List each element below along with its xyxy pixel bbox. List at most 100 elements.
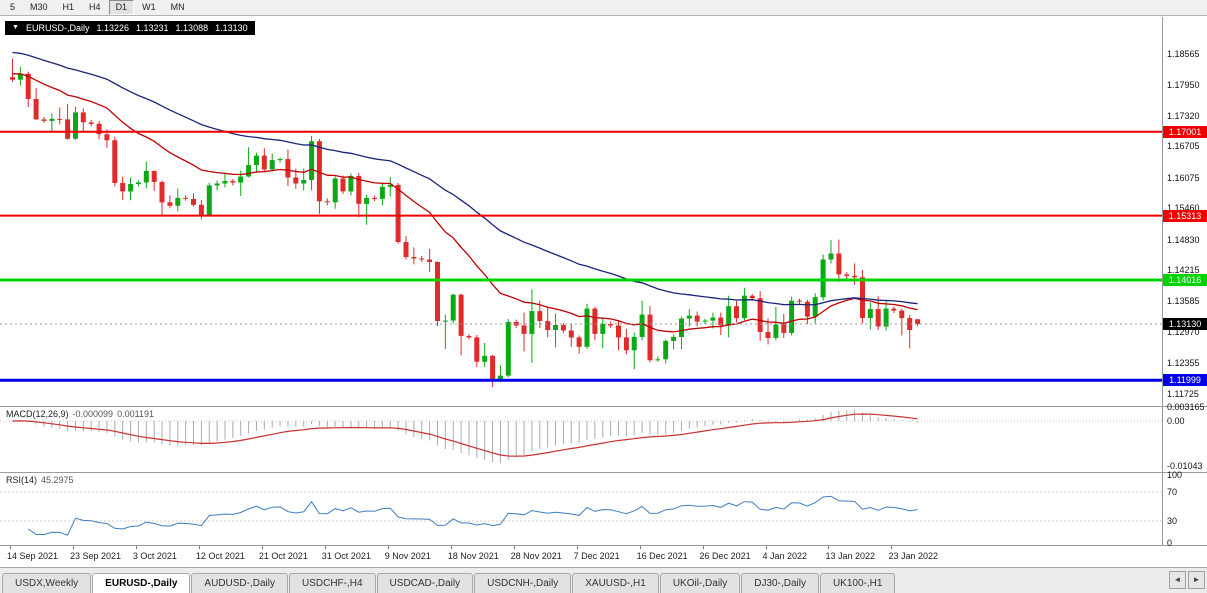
chart-tab-ukoil-daily[interactable]: UKOil-,Daily (659, 573, 741, 593)
ma-slow-line[interactable] (12, 51, 918, 306)
candle-body (372, 197, 377, 199)
time-tick (828, 546, 830, 549)
chart-tabs: USDX,Weekly EURUSD-,Daily AUDUSD-,Daily USD… (2, 573, 896, 593)
candle-body (521, 325, 527, 334)
candle-body (120, 183, 126, 192)
candle-body (639, 314, 645, 337)
price-tick-label: 1.16705 (1167, 141, 1200, 151)
candle-body (592, 308, 598, 334)
timeframe-button-h4[interactable]: H4 (82, 0, 108, 15)
time-axis-label: 21 Oct 2021 (258, 551, 308, 561)
candle-body (293, 177, 299, 184)
chart-tab-usdchf-h4[interactable]: USDCHF-,H4 (288, 573, 376, 593)
pane-divider-macd-rsi[interactable] (0, 472, 1207, 473)
candle-body (387, 184, 393, 187)
timeframe-button-h1[interactable]: H1 (55, 0, 82, 15)
candle-body (419, 258, 425, 260)
time-axis-label: 31 Oct 2021 (321, 551, 371, 561)
rsi-panel-chart[interactable] (0, 473, 1162, 545)
candle-body (568, 330, 574, 338)
chart-tab-audusd-daily[interactable]: AUDUSD-,Daily (191, 573, 288, 593)
chart-tab-usdcad-daily[interactable]: USDCAD-,Daily (376, 573, 474, 593)
chart-tab-usdx-weekly[interactable]: USDX,Weekly (2, 573, 92, 593)
candle-body (836, 253, 842, 275)
tab-scroll-right-icon[interactable]: ► (1188, 571, 1205, 589)
candle-body (497, 375, 503, 381)
time-axis-label: 23 Sep 2021 (69, 551, 121, 561)
timeframe-button-m30[interactable]: M30 (23, 0, 55, 15)
pane-divider-main-macd[interactable] (0, 406, 1207, 407)
macd-axis-label: 0.003165 (1167, 402, 1205, 412)
symbol-info-bar: ▼ EURUSD-,Daily 1.13226 1.13231 1.13088 … (5, 21, 255, 35)
chart-tab-dj30-daily[interactable]: DJ30-,Daily (741, 573, 819, 593)
macd-signal-line[interactable] (12, 413, 918, 457)
candle-body (230, 181, 236, 183)
price-tick-label: 1.14215 (1167, 265, 1200, 275)
price-axis[interactable]: 1.18565 1.17950 1.17320 1.16705 1.16075 1.154… (1163, 17, 1207, 548)
macd-value-main: -0.000099 (72, 409, 114, 419)
chart-tab-usdcnh-daily[interactable]: USDCNH-,Daily (474, 573, 572, 593)
candle-body (198, 204, 204, 216)
candle-body (151, 171, 157, 182)
candle-body (332, 178, 338, 203)
candle-body (482, 355, 488, 362)
macd-panel-chart[interactable] (0, 407, 1162, 472)
candle-body (254, 155, 259, 165)
rsi-axis-label: 100 (1167, 470, 1183, 480)
candle-body (537, 311, 543, 321)
candle-body (57, 118, 63, 120)
candle-body (600, 324, 606, 334)
timeframe-button-d1[interactable]: D1 (108, 0, 135, 15)
candle-body (191, 198, 196, 205)
time-axis-label: 12 Oct 2021 (195, 551, 245, 561)
tab-scroll-left-icon[interactable]: ◄ (1169, 571, 1186, 589)
rsi-indicator-label: RSI(14) 45.2975 (6, 475, 74, 485)
time-axis[interactable]: 14 Sep 2021 23 Sep 2021 3 Oct 2021 12 Oct 2… (0, 546, 1207, 567)
collapse-arrow-icon[interactable]: ▼ (12, 24, 19, 31)
time-tick (891, 546, 893, 549)
chart-tab-eurusd-daily[interactable]: EURUSD-,Daily (92, 573, 191, 593)
price-tick-label: 1.13585 (1167, 296, 1200, 306)
candle-body (427, 259, 433, 262)
candle-body (301, 180, 307, 184)
candle-body (403, 242, 409, 257)
candle-body (96, 123, 102, 135)
candle-body (631, 336, 637, 351)
time-axis-label: 14 Sep 2021 (7, 551, 59, 561)
candle-body (608, 324, 614, 326)
candlestick-chart[interactable] (0, 17, 1162, 406)
timeframe-button-5[interactable]: 5 (3, 0, 23, 15)
price-tick-label: 1.12970 (1167, 327, 1200, 337)
chart-tabs-bar: USDX,Weekly EURUSD-,Daily AUDUSD-,Daily USD… (0, 567, 1207, 593)
rsi-line[interactable] (27, 495, 918, 536)
candle-body (844, 274, 850, 276)
price-tick-label: 1.15460 (1167, 203, 1200, 213)
price-tick-label: 1.11725 (1167, 389, 1199, 399)
candle-body (277, 159, 283, 161)
candle-body (269, 160, 275, 170)
candle-body (647, 314, 653, 361)
candle-body (867, 309, 873, 318)
chart-tab-xauusd-h1[interactable]: XAUUSD-,H1 (572, 573, 659, 593)
macd-axis-label: -0.01043 (1167, 461, 1203, 471)
price-tick-label: 1.12355 (1167, 358, 1200, 368)
candle-body (749, 295, 755, 299)
chart-tab-uk100-h1[interactable]: UK100-,H1 (819, 573, 896, 593)
time-axis-label: 28 Nov 2021 (510, 551, 562, 561)
timeframe-button-mn[interactable]: MN (163, 0, 192, 15)
level-price-flag: 1.15313 (1163, 210, 1207, 222)
candle-body (143, 171, 149, 183)
candle-body (128, 184, 134, 192)
candle-body (104, 134, 110, 141)
time-axis-label: 7 Dec 2021 (573, 551, 620, 561)
candle-body (49, 118, 55, 121)
candle-body (167, 202, 173, 206)
price-axis-divider (1162, 17, 1163, 546)
time-axis-label: 13 Jan 2022 (825, 551, 876, 561)
ma-fast-line[interactable] (12, 73, 918, 333)
candle-body (560, 325, 566, 331)
candle-body (726, 306, 732, 326)
candle-body (80, 112, 86, 123)
timeframe-button-w1[interactable]: W1 (135, 0, 163, 15)
